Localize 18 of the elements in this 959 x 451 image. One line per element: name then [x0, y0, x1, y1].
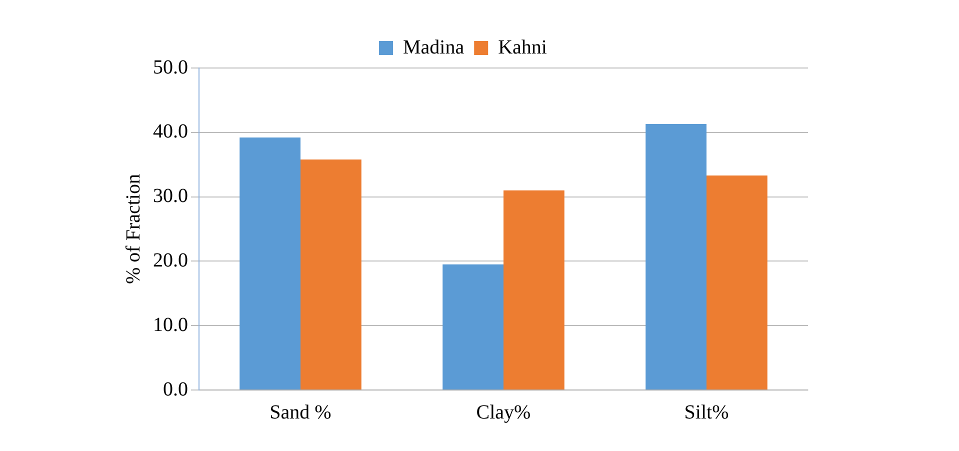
- x-tick-label: Silt%: [684, 401, 729, 424]
- y-tick-label: 50.0: [153, 56, 188, 78]
- y-axis-title: % of Fraction: [122, 174, 144, 284]
- bar: [706, 176, 768, 390]
- legend-label: Madina: [403, 36, 464, 58]
- y-tick-label: 40.0: [153, 120, 188, 143]
- bar: [300, 159, 362, 390]
- bar: [442, 264, 504, 390]
- y-tick-label: 20.0: [153, 249, 188, 272]
- legend-label: Kahni: [498, 36, 548, 58]
- bar: [504, 190, 564, 390]
- y-tick-label: 0.0: [163, 378, 188, 400]
- bar: [240, 138, 300, 390]
- y-tick-label: 30.0: [153, 185, 188, 208]
- y-tick-label: 10.0: [153, 314, 188, 336]
- x-tick-label: Sand %: [270, 401, 332, 424]
- bar: [646, 124, 706, 390]
- x-tick-label: Clay%: [476, 401, 531, 424]
